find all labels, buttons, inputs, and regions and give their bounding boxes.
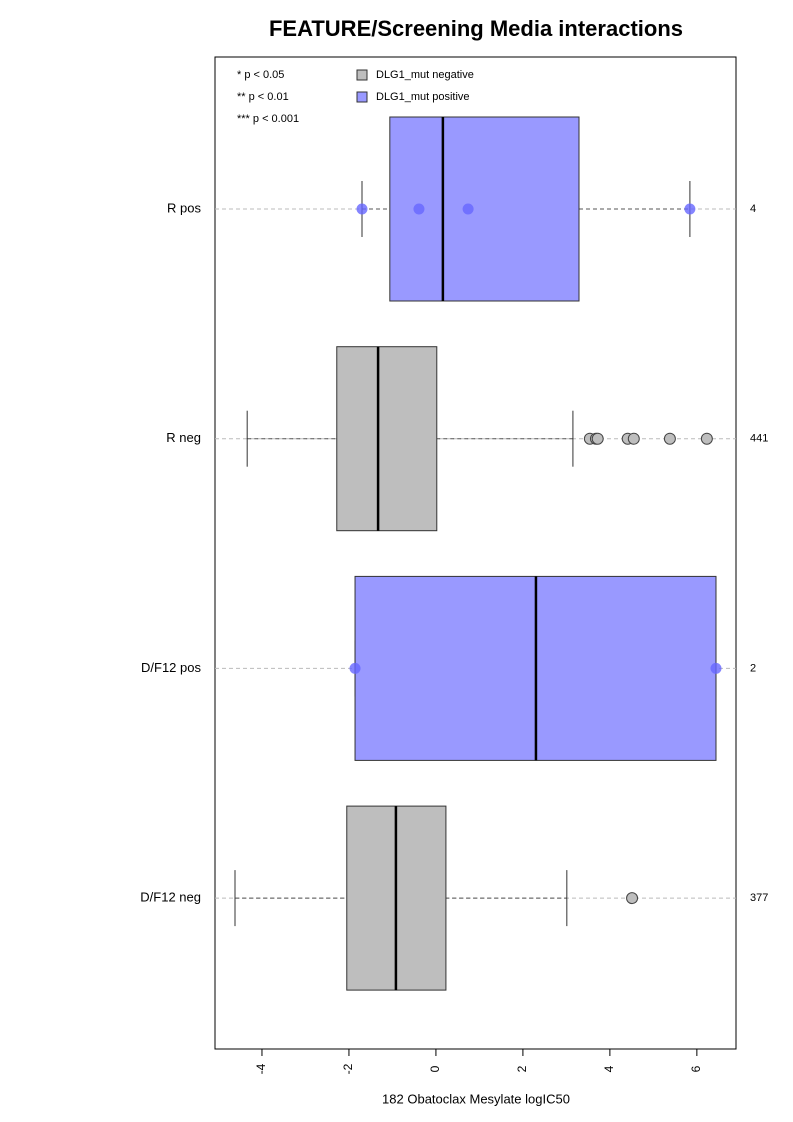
x-tick-label: 6 [689, 1065, 703, 1072]
box [336, 346, 438, 532]
point [356, 203, 368, 215]
group-count: 4 [750, 203, 756, 215]
point [684, 203, 696, 215]
outlier [627, 432, 640, 445]
group-count: 441 [750, 433, 768, 445]
group-label: D/F12 pos [141, 660, 201, 675]
x-tick-label: 0 [428, 1065, 442, 1072]
group-label: R pos [167, 200, 201, 215]
group-count: 2 [750, 662, 756, 674]
point [462, 203, 474, 215]
group-count: 377 [750, 892, 768, 904]
legend-swatch [356, 91, 368, 103]
annotation: ** p < 0.01 [237, 91, 289, 103]
group-label: R neg [166, 430, 201, 445]
point [349, 662, 361, 674]
outlier [663, 432, 676, 445]
x-tick-label: -2 [341, 1063, 355, 1074]
legend-label: DLG1_mut negative [376, 69, 474, 81]
point [710, 662, 722, 674]
x-tick-label: 2 [515, 1065, 529, 1072]
outlier [626, 892, 639, 905]
group-label: D/F12 neg [140, 890, 201, 905]
legend-swatch [356, 69, 368, 81]
point [413, 203, 425, 215]
legend-label: DLG1_mut positive [376, 91, 470, 103]
annotation: * p < 0.05 [237, 69, 284, 81]
x-tick-label: -4 [254, 1063, 268, 1074]
chart-title: FEATURE/Screening Media interactions [269, 16, 683, 41]
outlier [700, 432, 713, 445]
x-axis-label: 182 Obatoclax Mesylate logIC50 [382, 1091, 570, 1106]
outlier [591, 432, 604, 445]
x-tick-label: 4 [602, 1065, 616, 1072]
annotation: *** p < 0.001 [237, 113, 299, 125]
